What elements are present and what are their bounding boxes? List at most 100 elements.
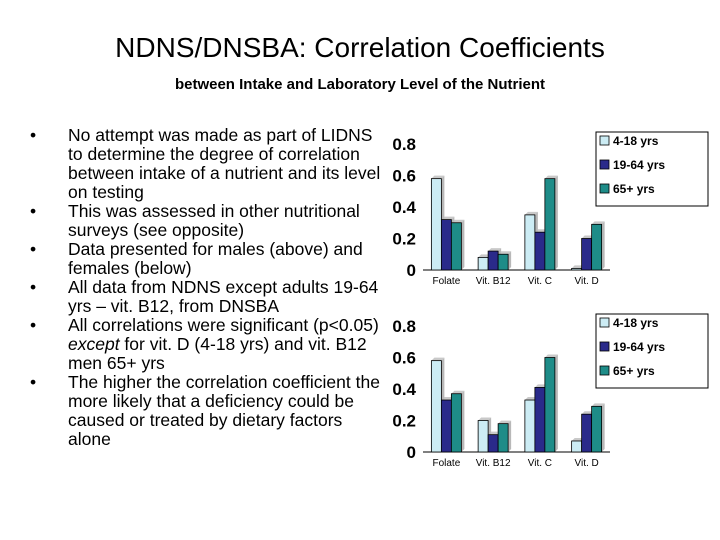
bar <box>497 423 509 453</box>
legend-label: 4-18 yrs <box>613 134 659 148</box>
bullet-list: • No attempt was made as part of LIDNS to… <box>24 126 384 449</box>
bullet-marker: • <box>30 239 37 259</box>
bar-side <box>461 390 465 452</box>
bar <box>487 250 499 271</box>
bullet-text: Data presented for males (above) and fem… <box>68 239 363 278</box>
bar-top <box>544 354 558 358</box>
bar <box>591 405 603 453</box>
bullet-item: • All correlations were significant (p<0.… <box>24 316 384 373</box>
bar-top <box>524 211 538 215</box>
y-tick-label: 0 <box>407 261 416 280</box>
slide-subtitle: between Intake and Laboratory Level of t… <box>174 76 546 93</box>
bullet-text: All correlations were significant (p<0.0… <box>68 315 379 335</box>
bullet-text: All data from NDNS except adults 19-64 y… <box>68 277 379 316</box>
bullet-item: • The higher the correlation coefficient … <box>24 373 384 449</box>
legend-swatch <box>599 183 610 194</box>
bar <box>571 440 583 453</box>
bullet-text: The higher the correlation coefficient t… <box>68 372 380 449</box>
bar-side <box>601 403 605 452</box>
legend-label: 19-64 yrs <box>613 340 665 354</box>
bullet-text: except <box>68 334 120 354</box>
slide-title: NDNS/DNSBA: Correlation Coefficients <box>115 32 605 63</box>
bar <box>497 253 509 271</box>
bar <box>440 399 452 453</box>
bar-top <box>488 248 502 252</box>
bar <box>430 178 442 271</box>
bar <box>544 357 556 453</box>
bar-side <box>601 221 605 270</box>
bullet-text: No attempt was made as part of LIDNS to … <box>68 125 381 202</box>
chart-males: 0 0.2 0.4 0.6 0.8 Folate Vit. B12 Vit. C Vit. D 4… <box>392 131 709 287</box>
legend-box <box>595 131 709 207</box>
x-tick-label: Vit. B12 <box>476 276 511 287</box>
bar <box>581 413 593 453</box>
legend-swatch <box>599 317 610 328</box>
bar-top <box>431 175 445 179</box>
bar-side <box>554 175 558 270</box>
legend-swatch <box>599 135 610 146</box>
bar <box>534 387 546 453</box>
bar-top <box>591 403 605 407</box>
bar <box>524 214 536 271</box>
bar <box>487 434 499 453</box>
bullet-item: • No attempt was made as part of LIDNS to… <box>24 126 384 202</box>
bullet-item: • All data from NDNS except adults 19-64 … <box>24 278 384 316</box>
x-tick-label: Folate <box>432 458 460 469</box>
bar <box>477 420 489 453</box>
bullet-item: • Data presented for males (above) and fe… <box>24 240 384 278</box>
legend-box <box>595 313 709 389</box>
chart-females: 0 0.2 0.4 0.6 0.8 Folate Vit. B12 Vit. C Vit. D 4… <box>392 313 709 469</box>
y-tick-label: 0.6 <box>392 167 416 186</box>
bullet-marker: • <box>30 277 37 297</box>
bar-top <box>441 216 455 220</box>
bullet-text: for vit. D (4-18 yrs) and vit. B12 men 6… <box>68 334 367 373</box>
legend-label: 4-18 yrs <box>613 316 659 330</box>
x-tick-label: Vit. D <box>574 458 598 469</box>
bar <box>450 393 462 453</box>
bar-top <box>591 221 605 225</box>
x-tick-label: Vit. C <box>528 458 552 469</box>
bar <box>544 178 556 271</box>
y-tick-label: 0.2 <box>392 230 416 249</box>
legend-label: 65+ yrs <box>613 182 655 196</box>
y-tick-label: 0.2 <box>392 412 416 431</box>
legend-label: 19-64 yrs <box>613 158 665 172</box>
y-tick-label: 0.4 <box>392 380 416 399</box>
bar-side <box>508 420 512 452</box>
x-tick-label: Vit. D <box>574 276 598 287</box>
y-tick-label: 0.4 <box>392 198 416 217</box>
bar <box>524 399 536 453</box>
y-tick-label: 0.8 <box>392 317 416 336</box>
bullet-text: This was assessed in other nutritional s… <box>68 201 360 240</box>
x-tick-label: Vit. C <box>528 276 552 287</box>
bar-top <box>451 390 465 394</box>
x-tick-label: Vit. B12 <box>476 458 511 469</box>
bullet-marker: • <box>30 125 37 145</box>
bullet-marker: • <box>30 315 37 335</box>
y-tick-label: 0 <box>407 443 416 462</box>
bar <box>450 222 462 271</box>
bar <box>430 360 442 453</box>
bar-top <box>478 417 492 421</box>
bar <box>591 223 603 271</box>
bar <box>534 231 546 271</box>
bar-top <box>544 175 558 179</box>
bar <box>477 257 489 271</box>
bar-side <box>461 219 465 270</box>
bar-top <box>498 251 512 255</box>
bullet-item: • This was assessed in other nutritional … <box>24 202 384 240</box>
bar <box>440 219 452 271</box>
bar-side <box>554 354 558 452</box>
legend-label: 65+ yrs <box>613 364 655 378</box>
bar <box>571 268 583 271</box>
bar-top <box>498 420 512 424</box>
bar <box>581 238 593 271</box>
y-tick-label: 0.6 <box>392 349 416 368</box>
y-tick-label: 0.8 <box>392 135 416 154</box>
x-tick-label: Folate <box>432 276 460 287</box>
bullet-marker: • <box>30 372 37 392</box>
legend-swatch <box>599 159 610 170</box>
bar-top <box>451 219 465 223</box>
bar-side <box>508 251 512 270</box>
bullet-marker: • <box>30 201 37 221</box>
